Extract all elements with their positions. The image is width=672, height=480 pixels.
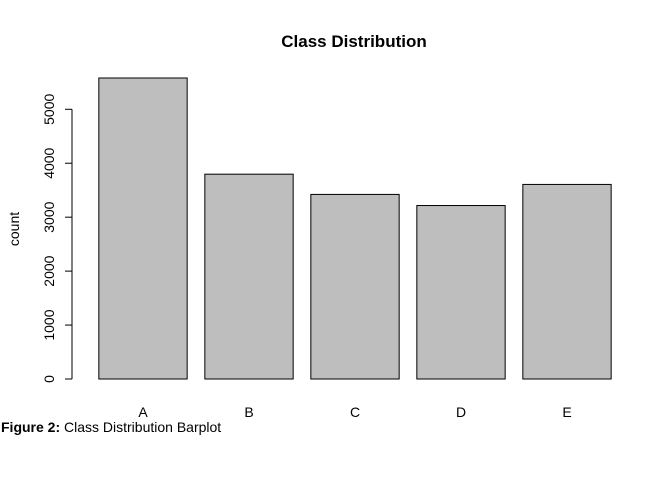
x-tick-label: A [138, 404, 148, 420]
y-tick-label: 0 [41, 375, 57, 383]
caption-label: Figure 2: [1, 419, 61, 435]
y-axis-label: count [6, 212, 22, 246]
x-tick-label: C [350, 404, 360, 420]
y-axis-ticks: 0 1000 2000 3000 4000 5000 [41, 94, 72, 383]
bar-c [310, 193, 400, 380]
figure-caption: Figure 2: Class Distribution Barplot [1, 419, 221, 435]
chart-title: Class Distribution [281, 32, 426, 51]
y-tick-label: 5000 [41, 94, 57, 125]
bar-e [522, 183, 612, 380]
x-axis-tick-labels: A B C D E [138, 404, 571, 420]
x-tick-label: D [456, 404, 466, 420]
y-tick-label: 3000 [41, 201, 57, 232]
bar-b [204, 173, 294, 380]
y-tick-label: 2000 [41, 255, 57, 286]
bar-a [98, 77, 188, 380]
bars [98, 77, 612, 380]
y-tick-label: 1000 [41, 309, 57, 340]
x-tick-label: B [244, 404, 253, 420]
y-tick-label: 4000 [41, 147, 57, 178]
x-tick-label: E [562, 404, 571, 420]
caption-text: Class Distribution Barplot [64, 419, 222, 435]
bar-d [416, 205, 506, 380]
